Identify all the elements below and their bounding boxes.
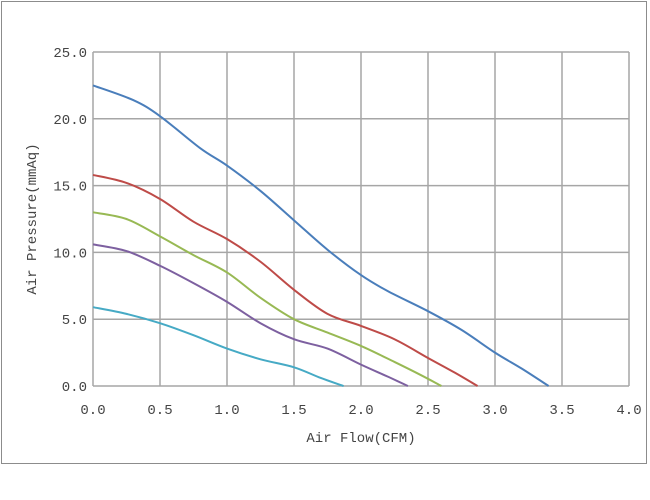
- y-tick-label: 25.0: [53, 46, 87, 62]
- y-tick-label: 20.0: [53, 113, 87, 129]
- y-tick-label: 10.0: [53, 246, 87, 262]
- x-tick-label: 0.0: [80, 403, 105, 419]
- x-axis-label: Air Flow(CFM): [306, 431, 415, 447]
- y-axis-label: Air Pressure(mmAq): [25, 143, 41, 294]
- series-line-curve-4: [92, 243, 409, 387]
- y-tick-label: 5.0: [62, 313, 87, 329]
- grid: [92, 51, 630, 387]
- x-tick-label: 2.5: [415, 403, 440, 419]
- x-tick-label: 1.0: [214, 403, 239, 419]
- x-tick-label: 3.5: [549, 403, 574, 419]
- x-tick-labels: 0.0 0.5 1.0 1.5 2.0 2.5 3.0 3.5 4.0: [80, 403, 641, 419]
- x-tick-label: 1.5: [281, 403, 306, 419]
- chart-frame: [1, 1, 647, 464]
- series-line-curve-5: [92, 306, 344, 387]
- x-tick-label: 4.0: [616, 403, 641, 419]
- series-line-curve-2: [92, 173, 479, 387]
- x-tick-label: 2.0: [348, 403, 373, 419]
- series-line-curve-1: [92, 84, 550, 387]
- y-tick-label: 0.0: [62, 380, 87, 396]
- y-tick-label: 15.0: [53, 180, 87, 196]
- series-lines: [92, 84, 550, 387]
- x-tick-label: 0.5: [147, 403, 172, 419]
- y-tick-labels: 0.0 5.0 10.0 15.0 20.0 25.0: [53, 46, 87, 396]
- series-line-curve-3: [92, 211, 442, 387]
- x-tick-label: 3.0: [482, 403, 507, 419]
